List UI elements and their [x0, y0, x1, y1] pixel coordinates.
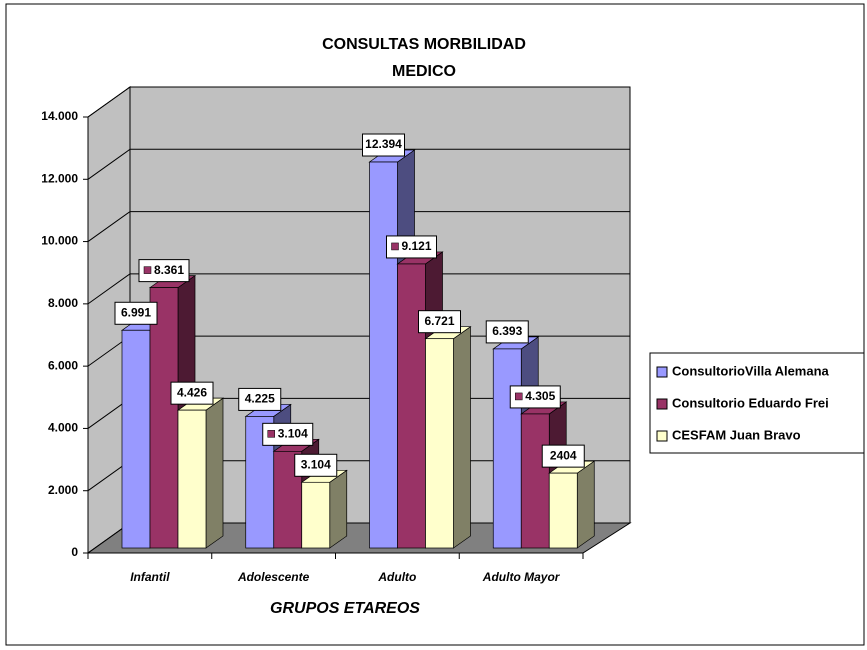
- x-tick-label: Infantil: [130, 570, 170, 584]
- x-tick-label: Adulto: [377, 570, 416, 584]
- value-label-box: [386, 235, 437, 259]
- bar: [397, 263, 426, 549]
- value-label: 4.305: [525, 389, 555, 403]
- x-tick-label: Adulto Mayor: [482, 570, 561, 584]
- value-label-box: [362, 133, 405, 157]
- bar-side: [205, 397, 224, 549]
- value-label-box: [294, 453, 338, 477]
- value-label: 8.361: [154, 263, 184, 277]
- chart-title: CONSULTAS MORBILIDAD: [322, 36, 526, 53]
- value-label: 4.426: [177, 385, 207, 399]
- value-label-box: [418, 310, 461, 334]
- value-label-box: [138, 259, 190, 283]
- value-label: 2404: [550, 448, 577, 462]
- grid-line: [87, 211, 630, 242]
- y-tick-label: 12.000: [41, 171, 78, 185]
- legend-swatch: [656, 398, 668, 410]
- bar: [520, 413, 550, 549]
- bar-side: [453, 326, 471, 549]
- value-label-box: [262, 422, 314, 446]
- x-axis-title: GRUPOS ETAREOS: [270, 600, 420, 617]
- chart-title: MEDICO: [392, 63, 456, 80]
- bar: [301, 481, 331, 549]
- value-label-box: [238, 387, 282, 411]
- value-label-box: [509, 385, 561, 409]
- bar: [425, 338, 454, 549]
- y-tick-label: 10.000: [41, 234, 78, 248]
- bar: [177, 409, 207, 549]
- grid-line: [87, 86, 630, 118]
- x-tick-label: Adolescente: [237, 570, 310, 584]
- value-label-box: [114, 301, 158, 325]
- legend-swatch: [656, 430, 668, 442]
- value-label-key: [515, 392, 523, 401]
- y-tick-label: 14.000: [41, 109, 78, 123]
- value-label-box: [170, 381, 214, 405]
- grid-line: [87, 148, 630, 180]
- legend-label: Consultorio Eduardo Frei: [672, 395, 829, 410]
- value-label-box: [485, 320, 529, 344]
- legend-label: CESFAM Juan Bravo: [672, 427, 801, 442]
- legend-label: ConsultorioVilla Alemana: [672, 363, 830, 378]
- bar-side: [329, 469, 348, 549]
- value-label: 6.991: [121, 305, 151, 319]
- value-label: 3.104: [301, 457, 331, 471]
- legend-swatch: [656, 366, 668, 378]
- y-tick-label: 2.000: [48, 483, 78, 497]
- bar: [369, 161, 398, 549]
- y-tick-label: 0: [71, 545, 78, 559]
- bar: [492, 348, 522, 549]
- value-label: 9.121: [401, 239, 431, 253]
- value-label: 6.721: [424, 314, 454, 328]
- value-label-key: [391, 242, 399, 251]
- y-tick-label: 8.000: [48, 296, 78, 310]
- y-tick-label: 4.000: [48, 421, 78, 435]
- bar: [548, 472, 578, 549]
- bar: [149, 287, 179, 549]
- bar-side: [576, 460, 595, 549]
- value-label-key: [267, 430, 275, 438]
- value-label-key: [143, 266, 152, 274]
- value-label: 3.104: [278, 427, 308, 441]
- grid-line: [87, 273, 630, 305]
- value-label: 12.394: [365, 137, 402, 151]
- value-label: 6.393: [492, 324, 522, 338]
- value-label: 4.225: [245, 392, 275, 406]
- y-tick-label: 6.000: [48, 358, 78, 372]
- legend-box: [649, 352, 865, 454]
- bar: [121, 329, 151, 549]
- value-label-box: [541, 444, 585, 468]
